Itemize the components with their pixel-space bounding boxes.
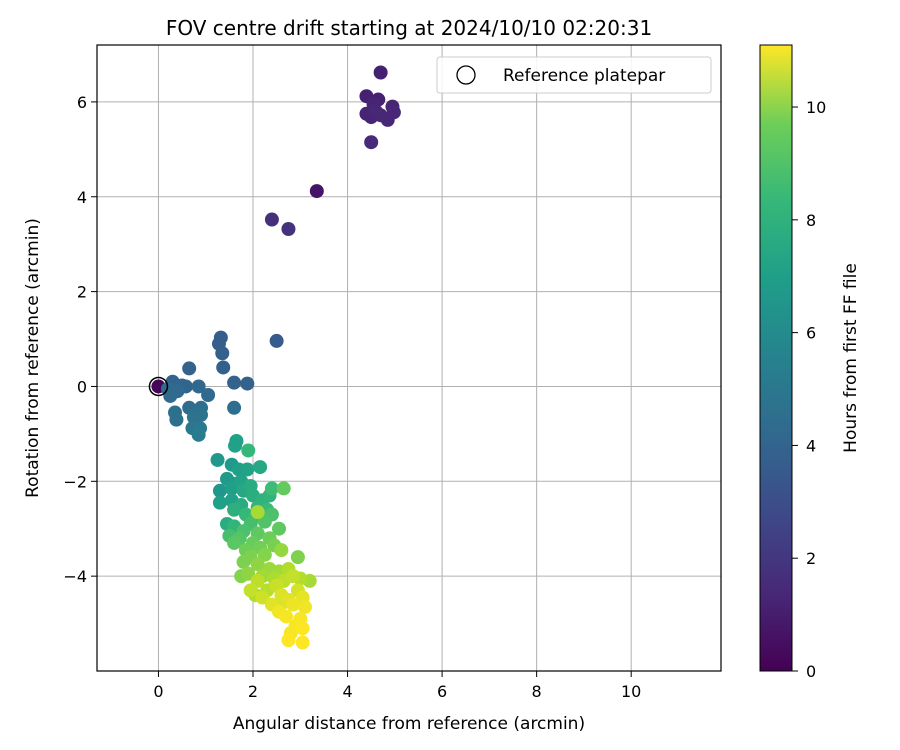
data-point [279,609,294,624]
x-tick-label: 4 [342,682,352,701]
colorbar-tick-label: 10 [806,98,826,117]
colorbar-tick-label: 4 [806,436,816,455]
data-point [295,621,310,636]
y-axis-label: Rotation from reference (arcmin) [23,218,43,498]
data-point [240,376,255,391]
x-tick-label: 6 [437,682,447,701]
data-point [191,427,206,442]
colorbar-tick-label: 2 [806,549,816,568]
data-point [274,543,289,558]
data-point [264,481,279,496]
colorbar-tick-label: 8 [806,211,816,230]
data-point [169,412,184,427]
data-point [227,375,242,390]
data-point [298,599,312,614]
y-tick-label: 2 [77,283,87,302]
colorbar-tick-label: 6 [806,324,816,343]
legend-reference-marker [456,65,476,85]
data-point [290,550,305,565]
data-point [269,333,284,348]
data-point [286,597,301,612]
data-point [386,105,401,120]
legend-label: Reference platepar [503,66,665,86]
data-point [163,388,178,403]
data-point [240,462,255,477]
data-point [215,346,230,361]
chart-title: FOV centre drift starting at 2024/10/10 … [166,16,652,40]
x-axis-ticks: 0 2 4 6 8 10 [153,671,641,701]
data-point [281,222,296,237]
data-point [286,569,301,584]
data-point [295,635,310,650]
legend-box [436,56,712,94]
data-point [182,361,197,376]
data-point [210,452,225,467]
data-point [212,483,227,498]
data-point [309,184,324,199]
grid-lines [97,45,721,671]
data-point [216,360,231,375]
colorbar: 0 2 4 6 8 10 Hours from first FF file [759,44,861,681]
colorbar-label: Hours from first FF file [841,263,861,453]
data-point [191,379,206,394]
data-point [250,505,265,520]
data-point [236,554,251,569]
data-point [228,438,243,453]
y-tick-label: 0 [77,377,87,396]
reference-platepar-marker [148,376,169,397]
data-point [227,535,242,550]
colorbar-gradient [759,44,793,672]
y-tick-label: 6 [77,93,87,112]
data-point [201,387,216,402]
legend: Reference platepar [436,56,712,94]
x-tick-label: 0 [153,682,163,701]
data-point [241,443,256,458]
data-point [243,583,258,598]
x-tick-label: 2 [248,682,258,701]
plot-area-frame [96,44,722,672]
data-point [373,65,388,80]
data-points [151,65,401,650]
data-point [364,135,379,150]
y-tick-label: 4 [77,188,87,207]
colorbar-tick-label: 0 [806,662,816,681]
x-axis-label: Angular distance from reference (arcmin) [233,714,585,734]
data-point [272,521,286,536]
data-point [264,212,279,227]
data-point [253,460,268,475]
data-point [186,410,201,425]
y-tick-label: −2 [63,472,87,491]
colorbar-ticks: 0 2 4 6 8 10 [792,98,826,681]
data-point [281,633,296,648]
data-point [227,400,242,415]
data-point [212,495,227,510]
reference-marker [148,376,169,397]
x-tick-label: 8 [532,682,542,701]
y-axis-ticks: −4 −2 0 2 4 6 [63,93,97,586]
x-tick-label: 10 [621,682,641,701]
data-point [373,108,388,123]
y-tick-label: −4 [63,567,87,586]
data-point [250,557,265,572]
data-point [276,481,291,496]
data-point [227,502,242,517]
